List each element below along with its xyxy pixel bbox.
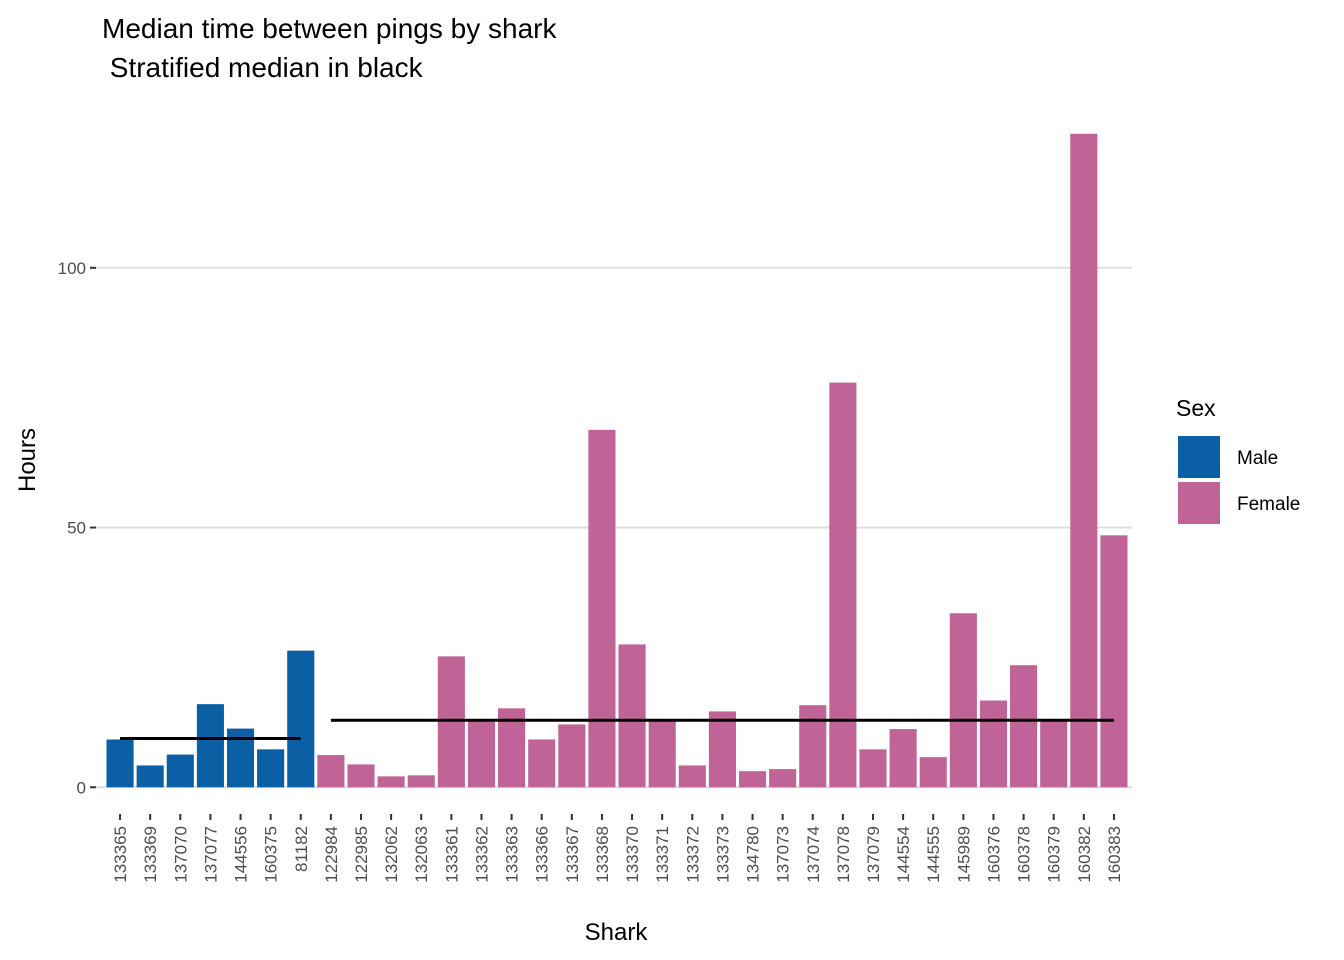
- x-tick-label: 160383: [1105, 826, 1124, 883]
- x-axis-title: Shark: [585, 919, 649, 946]
- bar: [287, 650, 315, 788]
- bar: [528, 739, 556, 788]
- x-tick-label: 133367: [563, 826, 582, 883]
- bar: [1100, 535, 1128, 788]
- x-tick-label: 160382: [1075, 826, 1094, 883]
- bar: [136, 765, 164, 788]
- bar: [407, 775, 435, 788]
- x-tick-label: 144556: [232, 826, 251, 883]
- bar: [859, 749, 887, 788]
- x-tick-label: 144555: [924, 826, 943, 883]
- bar: [889, 729, 917, 788]
- x-tick-label: 134780: [744, 826, 763, 883]
- x-tick-label: 137074: [804, 826, 823, 883]
- bar: [257, 749, 285, 788]
- bar: [799, 705, 827, 788]
- bar: [317, 755, 345, 788]
- y-axis-title: Hours: [14, 428, 41, 492]
- chart-subtitle: Stratified median in black: [102, 52, 424, 83]
- legend-key: [1178, 482, 1220, 524]
- bar: [588, 429, 616, 788]
- x-tick-label: 133362: [472, 826, 491, 883]
- x-tick-label: 132062: [382, 826, 401, 883]
- x-tick-label: 160378: [1015, 826, 1034, 883]
- bar: [1070, 133, 1098, 788]
- x-tick-label: 133370: [623, 826, 642, 883]
- y-tick-label: 0: [77, 778, 86, 797]
- bar: [738, 771, 767, 788]
- bar: [949, 613, 977, 788]
- bar: [196, 704, 224, 788]
- x-tick-label: 160375: [262, 826, 281, 883]
- x-tick-label: 145989: [954, 826, 973, 883]
- bar: [437, 656, 465, 788]
- x-tick-label: 133368: [593, 826, 612, 883]
- bar: [558, 724, 586, 788]
- x-tick-label: 133363: [503, 826, 522, 883]
- bar: [708, 711, 736, 788]
- bar: [377, 776, 405, 788]
- bar: [467, 720, 496, 788]
- x-tick-label: 133365: [111, 826, 130, 883]
- x-tick-label: 137077: [201, 826, 220, 883]
- x-tick-label: 133371: [653, 826, 672, 883]
- bar: [166, 754, 194, 788]
- x-tick-label: 144554: [894, 826, 913, 883]
- x-tick-label: 160379: [1045, 826, 1064, 883]
- x-tick-label: 137073: [774, 826, 793, 883]
- bar: [106, 739, 134, 788]
- bar: [618, 644, 646, 788]
- bar: [1040, 720, 1068, 788]
- x-tick-label: 122984: [322, 826, 341, 883]
- bar: [678, 765, 706, 788]
- x-tick-label: 137070: [171, 826, 190, 883]
- legend-key: [1178, 436, 1220, 478]
- x-tick-label: 133361: [442, 826, 461, 883]
- legend-title: Sex: [1176, 395, 1216, 421]
- x-tick-label: 122985: [352, 826, 371, 883]
- x-tick-label: 160376: [984, 826, 1003, 883]
- x-tick-label: 81182: [292, 826, 311, 872]
- bar: [919, 757, 947, 788]
- chart-title: Median time between pings by shark: [102, 13, 557, 44]
- y-tick-label: 50: [67, 519, 86, 538]
- x-tick-label: 137079: [864, 826, 883, 883]
- bar: [347, 764, 375, 788]
- x-tick-label: 133366: [533, 826, 552, 883]
- bar: [769, 769, 797, 788]
- x-tick-label: 133372: [683, 826, 702, 883]
- bar: [979, 700, 1008, 788]
- x-tick-label: 132063: [412, 826, 431, 883]
- bar: [648, 720, 676, 788]
- bar: [1010, 665, 1038, 788]
- bar: [829, 382, 857, 788]
- x-tick-label: 137078: [834, 826, 853, 883]
- legend-label: Female: [1237, 494, 1300, 515]
- x-tick-label: 133373: [713, 826, 732, 883]
- legend-label: Male: [1237, 448, 1278, 469]
- y-tick-label: 100: [58, 259, 86, 278]
- x-tick-label: 133369: [141, 826, 160, 883]
